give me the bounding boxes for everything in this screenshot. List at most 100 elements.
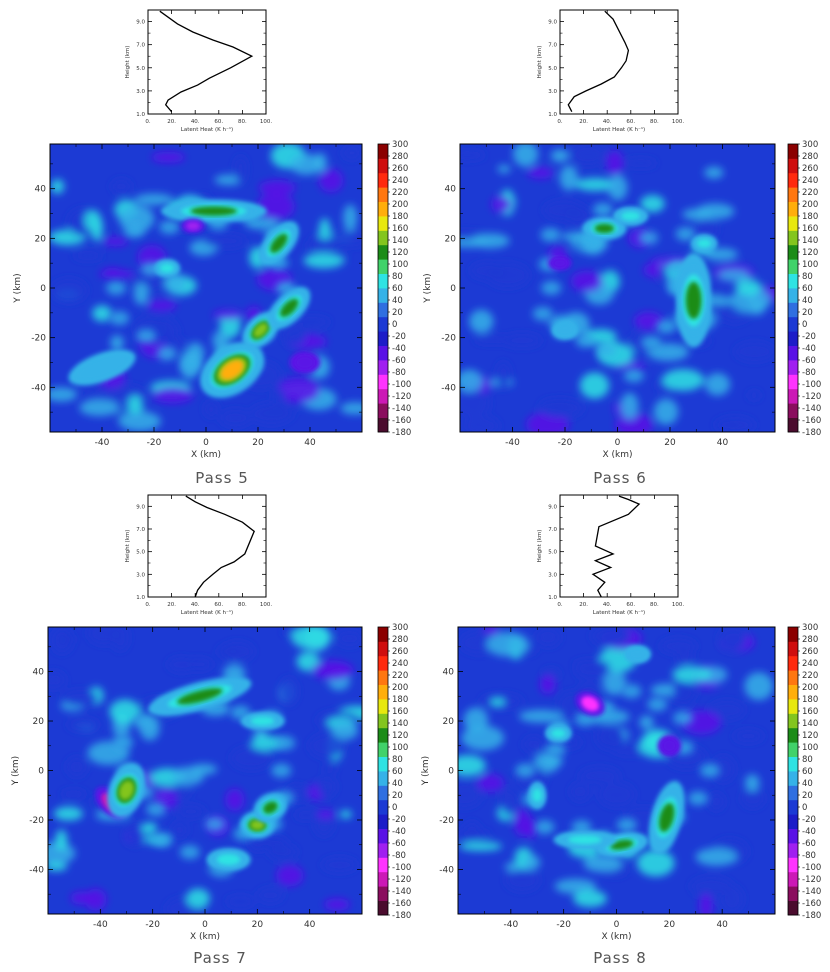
heatmap-blob — [66, 757, 87, 777]
heatmap-blob — [324, 898, 351, 911]
heatmap-blob — [339, 810, 352, 819]
heatmap-ring-blob — [275, 735, 296, 750]
heatmap-feature — [242, 311, 280, 349]
heatmap-blob — [343, 204, 358, 232]
heatmap-feature — [582, 216, 627, 241]
heatmap-feature — [107, 763, 146, 818]
heatmap-low-core — [185, 221, 201, 231]
profile-ylabel: Height (km) — [125, 530, 131, 563]
colorbar-tick-label: 20 — [802, 308, 813, 318]
heatmap-blob — [682, 208, 713, 221]
heatmap-xtick-label: 40 — [716, 920, 728, 930]
heatmap-feature — [240, 711, 285, 731]
heatmap-ylabel: Y (km) — [421, 756, 431, 786]
heatmap-blob — [317, 776, 337, 797]
colorbar-tick-label: 140 — [392, 236, 408, 246]
heatmap-blob — [554, 878, 597, 894]
heatmap-feature — [553, 830, 617, 850]
colorbar-tick-label: 180 — [392, 695, 408, 705]
colorbar-tick-label: 120 — [802, 731, 818, 741]
profile-ytick-label: 1.0 — [136, 112, 145, 118]
heatmap-blob — [513, 144, 539, 167]
heatmap-blob — [634, 311, 664, 331]
profile-plot: 0. 20. 40. 60. 80. 100. 1.0 3.0 5.0 7.0 9.0 Latent … — [125, 9, 272, 133]
heatmap-blob — [323, 764, 337, 774]
heatmap-level — [697, 238, 712, 248]
colorbar-tick-label: 280 — [802, 152, 818, 162]
profile-ytick-label: 9.0 — [548, 20, 557, 26]
colorbar-tick-label: 200 — [392, 683, 408, 693]
heatmap-blob — [744, 774, 760, 792]
heatmap-blob — [575, 665, 613, 679]
colorbar-tick-label: -40 — [392, 827, 406, 837]
colorbar-tick-label: 260 — [802, 164, 818, 174]
heatmap-blob — [118, 205, 155, 233]
heatmap-blob — [250, 735, 284, 751]
colorbar-tick-label: -160 — [392, 416, 411, 426]
colorbar-segment — [788, 742, 798, 757]
heatmap-ring-blob — [106, 281, 127, 295]
panel-title: Pass 5 — [195, 469, 249, 487]
heatmap-blob — [212, 309, 244, 320]
heatmap-blob — [719, 627, 747, 651]
colorbar-segment — [378, 360, 388, 375]
heatmap-xtick-label: -40 — [503, 920, 518, 930]
colorbar-tick-label: -140 — [802, 887, 821, 897]
heatmap-blob — [257, 192, 295, 221]
heatmap-blob — [152, 386, 194, 404]
colorbar-segment — [378, 771, 388, 786]
colorbar-segment — [378, 187, 388, 202]
heatmap-blob — [527, 166, 554, 179]
profile-xtick-label: 20. — [579, 602, 588, 608]
heatmap-blob — [579, 372, 610, 399]
heatmap-ring-blob — [647, 697, 668, 712]
heatmap-low-core — [662, 739, 677, 753]
heatmap-level — [250, 819, 265, 830]
heatmap-blob — [461, 725, 505, 751]
heatmap-low-core — [552, 258, 567, 268]
heatmap-field — [50, 144, 362, 432]
heatmap-level — [554, 323, 576, 337]
heatmap-blob — [704, 373, 731, 396]
profile-xlabel: Latent Heat (K h⁻¹) — [181, 609, 233, 616]
heatmap-ytick-label: 0 — [38, 767, 44, 777]
heatmap-level — [594, 223, 615, 234]
profile-ylabel: Height (km) — [537, 530, 543, 563]
colorbar-segment — [788, 699, 798, 714]
heatmap-blob — [474, 335, 510, 344]
colorbar-tick-label: -100 — [392, 380, 411, 390]
heatmap-feature — [612, 206, 649, 226]
heatmap-blob — [550, 149, 570, 163]
heatmap-features — [528, 644, 685, 858]
profile-ytick-label: 5.0 — [548, 550, 557, 556]
colorbar-tick-label: 20 — [802, 791, 813, 801]
heatmap-blob — [322, 857, 358, 873]
heatmap-blob — [505, 869, 540, 892]
heatmap-xtick-label: -20 — [147, 438, 162, 448]
colorbar-tick-label: 80 — [392, 755, 403, 765]
heatmap-blob — [293, 316, 331, 327]
colorbar-tick-label: 80 — [802, 272, 813, 282]
colorbar-tick-label: -180 — [802, 428, 821, 438]
profile-frame — [559, 9, 679, 115]
heatmap-ring-blob — [181, 357, 202, 372]
colorbar-segment — [378, 857, 388, 873]
colorbar-segment — [378, 843, 388, 858]
heatmap-ring-blob — [545, 742, 566, 757]
colorbar-segment — [378, 670, 388, 685]
heatmap-blob — [92, 305, 112, 322]
colorbar-tick-label: 240 — [802, 176, 818, 186]
heatmap-blob — [268, 844, 298, 860]
heatmap-blob — [133, 282, 149, 305]
heatmap-blob — [615, 412, 654, 432]
heatmap-level — [685, 281, 702, 320]
heatmap-blob — [312, 660, 354, 681]
heatmap-feature — [551, 320, 579, 340]
profile-ytick-label: 7.0 — [136, 43, 145, 49]
heatmap-feature — [690, 233, 718, 253]
heatmap-blob — [220, 641, 254, 662]
heatmap-level — [119, 780, 134, 801]
colorbar-tick-label: -60 — [802, 839, 816, 849]
heatmap-blob — [220, 409, 252, 427]
profile-xtick-label: 100. — [260, 119, 272, 125]
